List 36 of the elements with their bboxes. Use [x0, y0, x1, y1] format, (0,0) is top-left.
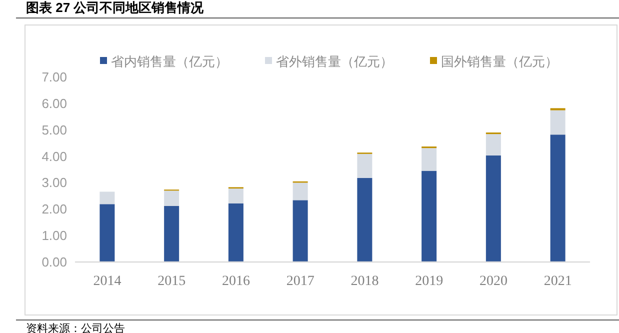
bar	[228, 203, 244, 262]
x-tick-label: 2021	[544, 274, 572, 289]
y-tick-label: 3.00	[42, 175, 67, 190]
bar	[550, 110, 566, 135]
legend-label: 省外销售量（亿元）	[276, 54, 393, 69]
chart-title: 图表 27 公司不同地区销售情况	[26, 0, 205, 15]
bar	[228, 188, 244, 204]
bar	[357, 178, 372, 262]
y-tick-label: 6.00	[42, 96, 67, 111]
x-tick-label: 2015	[158, 274, 186, 289]
y-tick-label: 5.00	[42, 122, 67, 138]
bar	[486, 155, 501, 262]
y-tick-label: 7.00	[42, 70, 67, 84]
y-tick-label: 1.00	[42, 228, 67, 244]
bar	[292, 200, 308, 262]
legend-label: 省内销售量（亿元）	[111, 54, 228, 69]
bar	[422, 170, 437, 262]
bar	[357, 154, 372, 178]
bar	[486, 134, 501, 156]
y-tick-label: 2.00	[42, 202, 67, 217]
legend-label: 国外销售量（亿元）	[441, 54, 558, 69]
bar	[164, 190, 180, 206]
x-tick-label: 2017	[286, 274, 314, 289]
x-tick-label: 2016	[222, 274, 250, 289]
x-tick-label: 2020	[479, 274, 508, 289]
bar	[100, 204, 115, 262]
bar	[100, 192, 115, 204]
bar	[164, 206, 180, 262]
bar	[550, 134, 566, 262]
bar	[422, 148, 437, 171]
bar	[292, 182, 308, 200]
y-tick-label: 4.00	[42, 148, 67, 164]
x-tick-label: 2019	[415, 274, 444, 289]
x-tick-label: 2018	[350, 274, 379, 289]
y-tick-label: 0.00	[42, 254, 67, 270]
x-tick-label: 2014	[93, 274, 122, 289]
